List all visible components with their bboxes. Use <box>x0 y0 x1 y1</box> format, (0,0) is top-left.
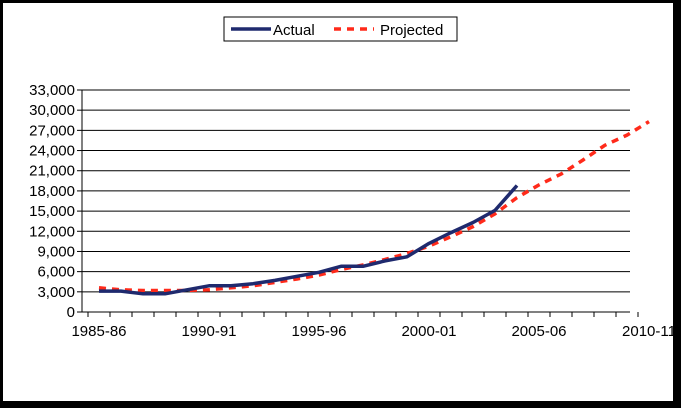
y-tick-label: 30,000 <box>29 102 75 119</box>
x-tick-label: 2010-11 <box>622 323 673 340</box>
y-tick-label: 24,000 <box>29 143 75 160</box>
y-tick-label: 18,000 <box>29 183 75 200</box>
series-lines <box>98 120 650 296</box>
series-line-actual <box>99 184 519 296</box>
y-tick-label: 9,000 <box>37 243 75 260</box>
x-tick-label: 1990-91 <box>181 323 236 340</box>
y-tick-label: 27,000 <box>29 122 75 139</box>
y-tick-label: 3,000 <box>37 284 75 301</box>
y-tick-label: 15,000 <box>29 203 75 220</box>
line-chart: 0 3,000 6,000 9,000 12,000 15,000 18,000 21,000… <box>29 16 673 340</box>
chart-frame: 0 3,000 6,000 9,000 12,000 15,000 18,000 21,000… <box>3 3 673 401</box>
y-tick-label: 6,000 <box>37 264 75 281</box>
x-tick-label: 1995-96 <box>291 323 346 340</box>
y-tick-label: 33,000 <box>29 82 75 99</box>
y-tick-label: 12,000 <box>29 223 75 240</box>
x-tick-label: 2005-06 <box>511 323 566 340</box>
legend-projected-label: Projected <box>380 22 443 39</box>
x-tick-label: 1985-86 <box>71 323 126 340</box>
axes: 0 3,000 6,000 9,000 12,000 15,000 18,000 21,000… <box>29 82 673 340</box>
y-tick-label: 0 <box>67 304 75 321</box>
legend: Actual Projected <box>223 16 458 42</box>
grid-lines <box>82 89 630 293</box>
y-tick-label: 21,000 <box>29 163 75 180</box>
x-tick-label: 2000-01 <box>401 323 456 340</box>
legend-actual-label: Actual <box>273 22 315 39</box>
